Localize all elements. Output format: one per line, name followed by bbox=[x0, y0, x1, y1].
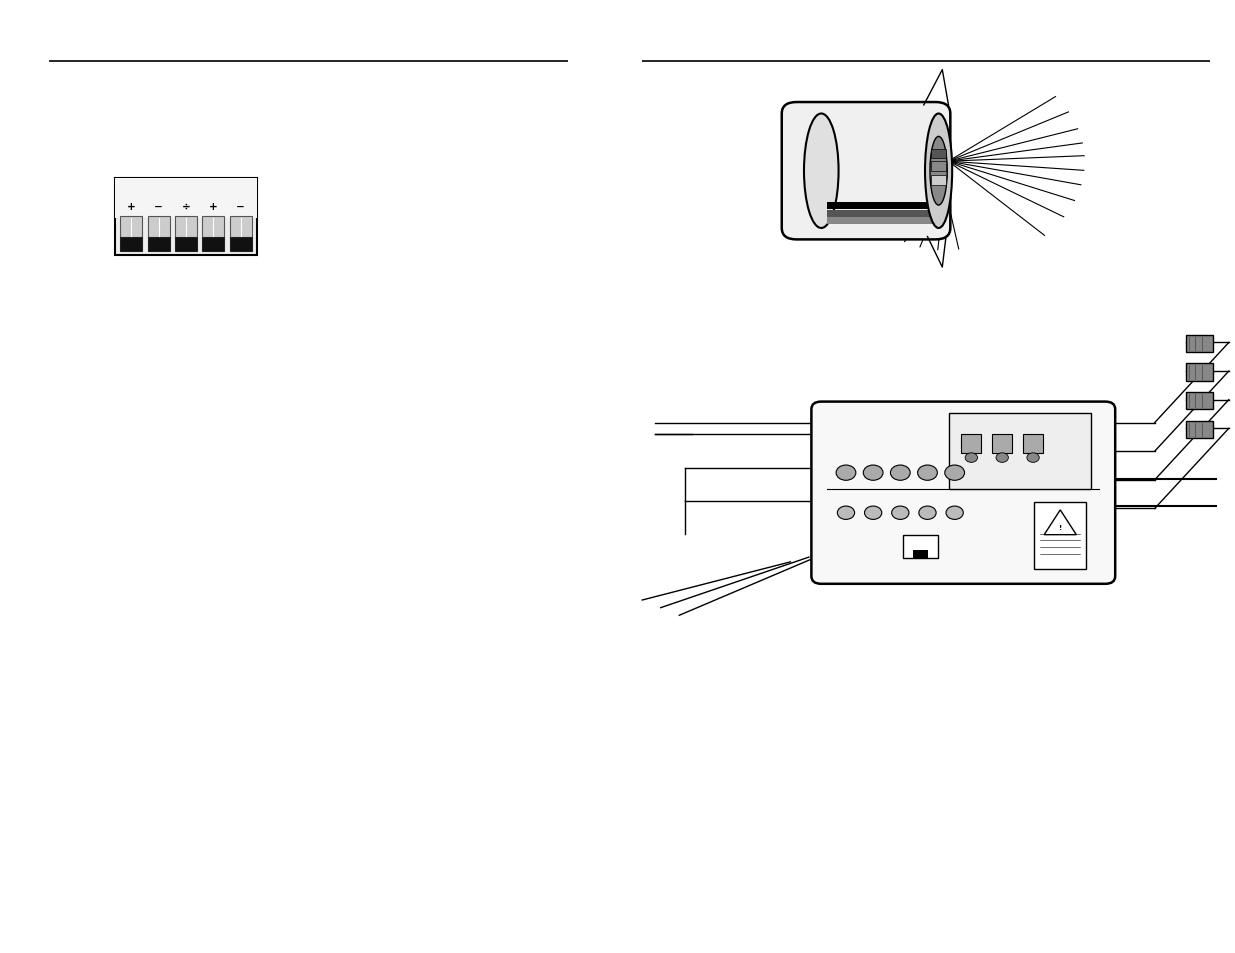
Bar bbox=[120, 216, 142, 238]
Ellipse shape bbox=[804, 114, 839, 229]
Circle shape bbox=[836, 465, 856, 480]
Circle shape bbox=[966, 454, 978, 463]
Circle shape bbox=[863, 465, 883, 480]
Bar bbox=[115, 179, 257, 219]
Text: −: − bbox=[236, 202, 245, 212]
Circle shape bbox=[997, 454, 1008, 463]
Bar bbox=[175, 237, 196, 252]
Circle shape bbox=[890, 465, 910, 480]
FancyBboxPatch shape bbox=[782, 103, 951, 240]
Circle shape bbox=[892, 507, 909, 520]
Bar bbox=[1034, 502, 1087, 569]
Bar bbox=[913, 551, 929, 558]
Ellipse shape bbox=[925, 114, 952, 229]
Bar bbox=[1186, 421, 1213, 438]
Bar bbox=[931, 176, 946, 186]
Polygon shape bbox=[1045, 511, 1076, 536]
Bar bbox=[827, 211, 939, 217]
Bar bbox=[147, 216, 169, 238]
Bar bbox=[1186, 335, 1213, 353]
Ellipse shape bbox=[930, 137, 947, 206]
Text: !: ! bbox=[1058, 524, 1062, 531]
Circle shape bbox=[918, 465, 937, 480]
Circle shape bbox=[837, 507, 855, 520]
Bar bbox=[1186, 393, 1213, 410]
Bar bbox=[1186, 364, 1213, 381]
Bar bbox=[147, 237, 169, 252]
Text: +: + bbox=[209, 202, 217, 212]
Bar bbox=[230, 237, 252, 252]
FancyBboxPatch shape bbox=[811, 402, 1115, 584]
Bar bbox=[931, 150, 946, 159]
Circle shape bbox=[864, 507, 882, 520]
Bar bbox=[950, 414, 1092, 490]
Bar bbox=[931, 162, 946, 172]
Text: ÷: ÷ bbox=[182, 202, 190, 212]
Bar bbox=[230, 216, 252, 238]
Bar bbox=[203, 216, 225, 238]
Text: −: − bbox=[154, 202, 163, 212]
Bar bbox=[827, 218, 939, 225]
Bar bbox=[175, 216, 196, 238]
Circle shape bbox=[946, 507, 963, 520]
Circle shape bbox=[945, 465, 965, 480]
Text: +: + bbox=[127, 202, 136, 212]
Bar bbox=[904, 536, 939, 558]
Bar bbox=[827, 203, 939, 210]
Bar bbox=[962, 435, 982, 454]
Circle shape bbox=[1028, 454, 1040, 463]
Bar bbox=[115, 179, 257, 255]
Bar bbox=[203, 237, 225, 252]
Circle shape bbox=[919, 507, 936, 520]
Bar bbox=[993, 435, 1013, 454]
Bar bbox=[1023, 435, 1044, 454]
Bar bbox=[120, 237, 142, 252]
